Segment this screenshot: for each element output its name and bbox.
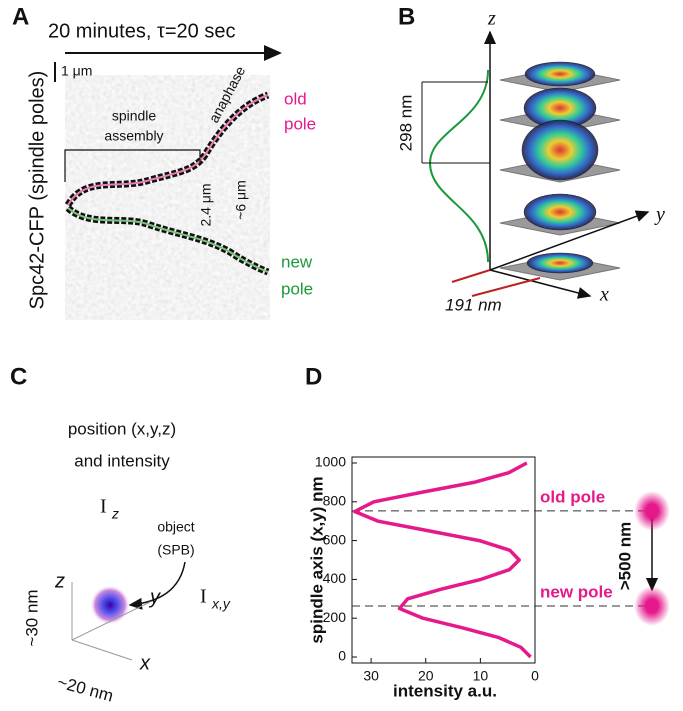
pole-dot <box>634 585 670 626</box>
intensity-curve <box>352 461 532 659</box>
intensity-label: I <box>100 496 107 518</box>
pole-label: old <box>284 89 307 108</box>
scale-label: 1 μm <box>61 63 92 79</box>
x-tick-label: 0 <box>531 668 539 684</box>
axis-label: Spc42-CFP (spindle poles) <box>26 71 48 310</box>
y-axis <box>489 210 650 271</box>
pole-label: new pole <box>540 582 613 601</box>
pole-label: pole <box>284 114 316 133</box>
axis-label: z <box>487 8 496 30</box>
new-pole-track <box>67 207 269 273</box>
panel-letter: C <box>10 363 27 390</box>
intensity-sub: z <box>111 506 119 522</box>
object-label: (SPB) <box>157 542 194 558</box>
bracket <box>64 149 201 182</box>
object-label: object <box>157 519 194 535</box>
x-tick-label: 10 <box>473 668 489 684</box>
panel-b: B z y x 298 nm 191 nm <box>396 3 665 314</box>
y-tick-label: 1000 <box>315 454 346 470</box>
axis-label: y <box>148 586 161 608</box>
y-axis-title: spindle axis (x,y) nm <box>307 476 326 643</box>
axis-label: x <box>139 652 151 674</box>
panel-letter: A <box>12 3 29 30</box>
panel-c: C position (x,y,z) and intensity I z obj… <box>10 363 231 705</box>
x-tick-label: 20 <box>418 668 434 684</box>
x-axis <box>489 269 592 299</box>
caption: position (x,y,z) <box>68 419 176 438</box>
distance-label: ~6 μm <box>233 180 249 220</box>
axes <box>71 582 151 661</box>
panel-title: 20 minutes, τ=20 sec <box>48 20 235 42</box>
distance-label: 2.4 μm <box>198 183 214 226</box>
y-tick-label: 800 <box>323 493 347 509</box>
phase-label: spindle <box>112 108 157 124</box>
pole-dot <box>634 490 670 531</box>
axis-label: x <box>599 284 609 306</box>
old-pole-track <box>67 94 269 206</box>
axis-label: z <box>54 570 65 592</box>
z-profile <box>428 69 489 263</box>
panel-d: D spindle axis (x,y) nm intensity a.u. >… <box>305 363 670 700</box>
height-label: 298 nm <box>396 95 415 152</box>
intensity-label: I <box>200 586 207 608</box>
width-marker <box>451 269 541 297</box>
plot-frame <box>351 456 536 664</box>
phase-label: assembly <box>104 128 163 144</box>
pole-label: old pole <box>540 487 605 506</box>
object-arrow <box>128 561 186 610</box>
x-axis-title: intensity a.u. <box>393 681 497 700</box>
panel-letter: B <box>398 3 415 30</box>
y-tick-label: 400 <box>323 570 347 586</box>
axis-label: y <box>654 204 665 226</box>
pole-label: pole <box>281 279 313 298</box>
spb-object <box>90 585 130 625</box>
fwhm-marker <box>421 81 490 164</box>
x-tick-label: 30 <box>363 668 379 684</box>
size-label: ~30 nm <box>22 589 41 646</box>
intensity-sub: x,y <box>211 596 231 612</box>
size-label: ~20 nm <box>55 672 115 705</box>
pole-label: new <box>281 252 313 271</box>
y-tick-label: 0 <box>338 648 346 664</box>
distance-label: >500 nm <box>615 522 634 591</box>
y-tick-label: 200 <box>323 609 347 625</box>
panel-a: A 20 minutes, τ=20 sec 1 μm Spc42-CFP (s… <box>12 3 316 320</box>
width-label: 191 nm <box>445 295 502 314</box>
panel-letter: D <box>305 363 322 390</box>
caption: and intensity <box>74 451 170 470</box>
y-tick-label: 600 <box>323 531 347 547</box>
